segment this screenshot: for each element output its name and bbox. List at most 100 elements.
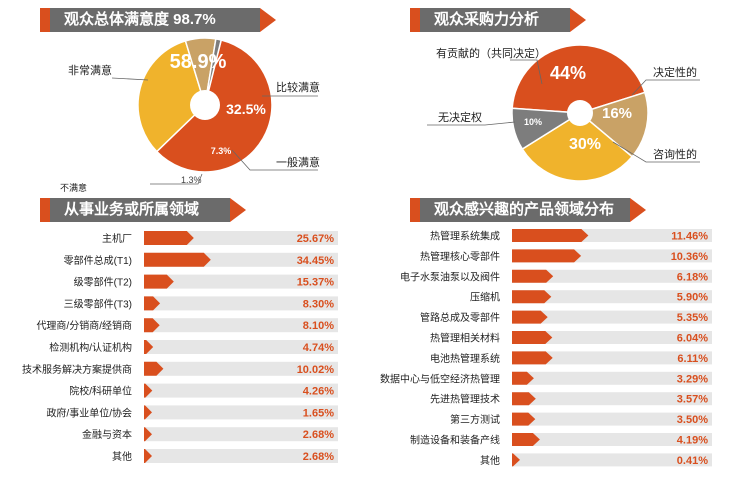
- interest-bar-track-7: [512, 371, 712, 385]
- business-category-label-10: 其他: [112, 450, 132, 463]
- interest-bar-7: [512, 371, 534, 385]
- interest-bar-track-5: [512, 331, 712, 344]
- pie2-legend-label-0: 有贡献的（共同决定）: [436, 46, 546, 60]
- business-category-label-0: 主机厂: [102, 232, 132, 245]
- interest-bar-track-11: [512, 453, 712, 467]
- business-value-label-9: 2.68%: [303, 429, 334, 441]
- interest-bar-0: [512, 229, 589, 242]
- interest-value-label-8: 3.57%: [677, 394, 708, 406]
- business-value-label-10: 2.68%: [303, 451, 334, 463]
- interest-value-label-10: 4.19%: [677, 435, 708, 447]
- interest-value-label-9: 3.50%: [677, 414, 708, 426]
- interest-value-label-1: 10.36%: [671, 251, 709, 263]
- interest-value-label-6: 6.11%: [677, 353, 708, 365]
- interest-bar-2: [512, 269, 554, 283]
- business-value-label-0: 25.67%: [297, 233, 335, 245]
- interest-value-label-4: 5.35%: [677, 312, 708, 324]
- interest-value-label-0: 11.46%: [671, 231, 708, 243]
- business-bar-6: [144, 361, 164, 376]
- interest-bar-3: [512, 290, 552, 304]
- business-bar-track-7: [144, 383, 338, 398]
- business-value-label-7: 4.26%: [303, 386, 334, 398]
- interest-category-label-2: 电子水泵油泵以及阀件: [400, 270, 500, 283]
- pie1-legend-label-1: 比较满意: [276, 80, 320, 94]
- business-value-label-2: 15.37%: [297, 277, 335, 289]
- interest-bar-1: [512, 249, 582, 263]
- pie1-value-label-1: 32.5%: [226, 101, 266, 117]
- business-bar-2: [144, 274, 174, 289]
- purchase-panel-title: 观众采购力分析: [410, 8, 586, 32]
- satisfaction-panel-title: 观众总体满意度 98.7%: [40, 8, 276, 32]
- pie1-legend-label-2: 一般满意: [276, 155, 320, 169]
- business-category-label-5: 检测机构/认证机构: [49, 341, 132, 354]
- interest-bar-5: [512, 331, 553, 344]
- business-bar-7: [144, 383, 153, 398]
- interest-category-label-7: 数据中心与低空经济热管理: [380, 372, 500, 385]
- pie2-slice-0: [511, 44, 646, 114]
- pie2-value-label-3: 10%: [524, 117, 542, 127]
- interest-bar-track-6: [512, 351, 712, 365]
- interest-bar-track-4: [512, 310, 712, 324]
- interest-category-label-8: 先进热管理技术: [430, 393, 500, 406]
- pie2-value-label-2: 30%: [569, 136, 601, 153]
- pie1-center-hole: [190, 90, 220, 120]
- interest-category-label-9: 第三方测试: [450, 413, 500, 426]
- business-bar-track-2: [144, 274, 338, 289]
- business-bar-4: [144, 318, 160, 333]
- pie1-value-label-3: 1.3%: [181, 175, 202, 185]
- pie1-value-label-0: 58.9%: [170, 51, 227, 73]
- business-bar-10: [144, 449, 152, 463]
- interest-bar-track-8: [512, 392, 712, 406]
- business-bar-track-9: [144, 427, 338, 442]
- interest-bar-10: [512, 433, 540, 446]
- business-bar-track-10: [144, 449, 338, 463]
- pie2-slice-3: [511, 107, 583, 151]
- business-bar-1: [144, 252, 211, 267]
- interest-category-label-0: 热管理系统集成: [430, 230, 500, 243]
- business-category-label-3: 三级零部件(T3): [64, 297, 132, 310]
- business-value-label-4: 8.10%: [303, 320, 334, 332]
- interest-value-label-11: 0.41%: [677, 455, 708, 467]
- interest-value-label-2: 6.18%: [677, 271, 708, 283]
- interest-bar-6: [512, 351, 553, 365]
- business-category-label-4: 代理商/分销商/经销商: [36, 319, 132, 332]
- interest-bar-9: [512, 412, 536, 426]
- interest-value-label-5: 6.04%: [677, 333, 708, 345]
- business-value-label-8: 1.65%: [303, 407, 334, 419]
- interest-category-label-5: 热管理相关材料: [430, 332, 500, 345]
- pie1-value-label-2: 7.3%: [211, 146, 232, 156]
- interest-bar-4: [512, 310, 548, 324]
- business-category-label-2: 级零部件(T2): [74, 276, 132, 289]
- interest-value-label-7: 3.29%: [677, 373, 708, 385]
- business-panel-title: 从事业务或所属领域: [40, 198, 246, 222]
- pie1-slice-3: [204, 38, 223, 106]
- business-bar-track-5: [144, 340, 338, 354]
- interest-category-label-3: 压缩机: [470, 291, 500, 304]
- business-bar-track-3: [144, 296, 338, 311]
- interest-bar-track-9: [512, 412, 712, 426]
- business-category-label-7: 院校/科研单位: [69, 385, 132, 398]
- pie2-value-label-1: 16%: [602, 105, 632, 122]
- business-category-label-9: 金融与资本: [82, 428, 132, 441]
- pie2-legend-label-2: 咨询性的: [653, 147, 697, 161]
- business-bar-track-8: [144, 405, 338, 420]
- business-bar-track-4: [144, 318, 338, 333]
- interest-category-label-11: 其他: [480, 454, 500, 467]
- business-value-label-5: 4.74%: [303, 342, 334, 354]
- interest-value-label-3: 5.90%: [677, 292, 708, 304]
- pie2-legend-label-1: 决定性的: [653, 65, 697, 79]
- pie1-legend-label-3: 不满意: [60, 182, 87, 193]
- interest-panel-title: 观众感兴趣的产品领域分布: [410, 198, 646, 222]
- interest-category-label-1: 热管理核心零部件: [420, 250, 500, 263]
- interest-bar-track-2: [512, 269, 712, 283]
- business-bar-8: [144, 405, 152, 420]
- business-category-label-1: 零部件总成(T1): [64, 254, 132, 267]
- business-value-label-6: 10.02%: [297, 364, 335, 376]
- interest-bar-track-3: [512, 290, 712, 304]
- business-value-label-1: 34.45%: [297, 255, 335, 267]
- business-bar-3: [144, 296, 161, 311]
